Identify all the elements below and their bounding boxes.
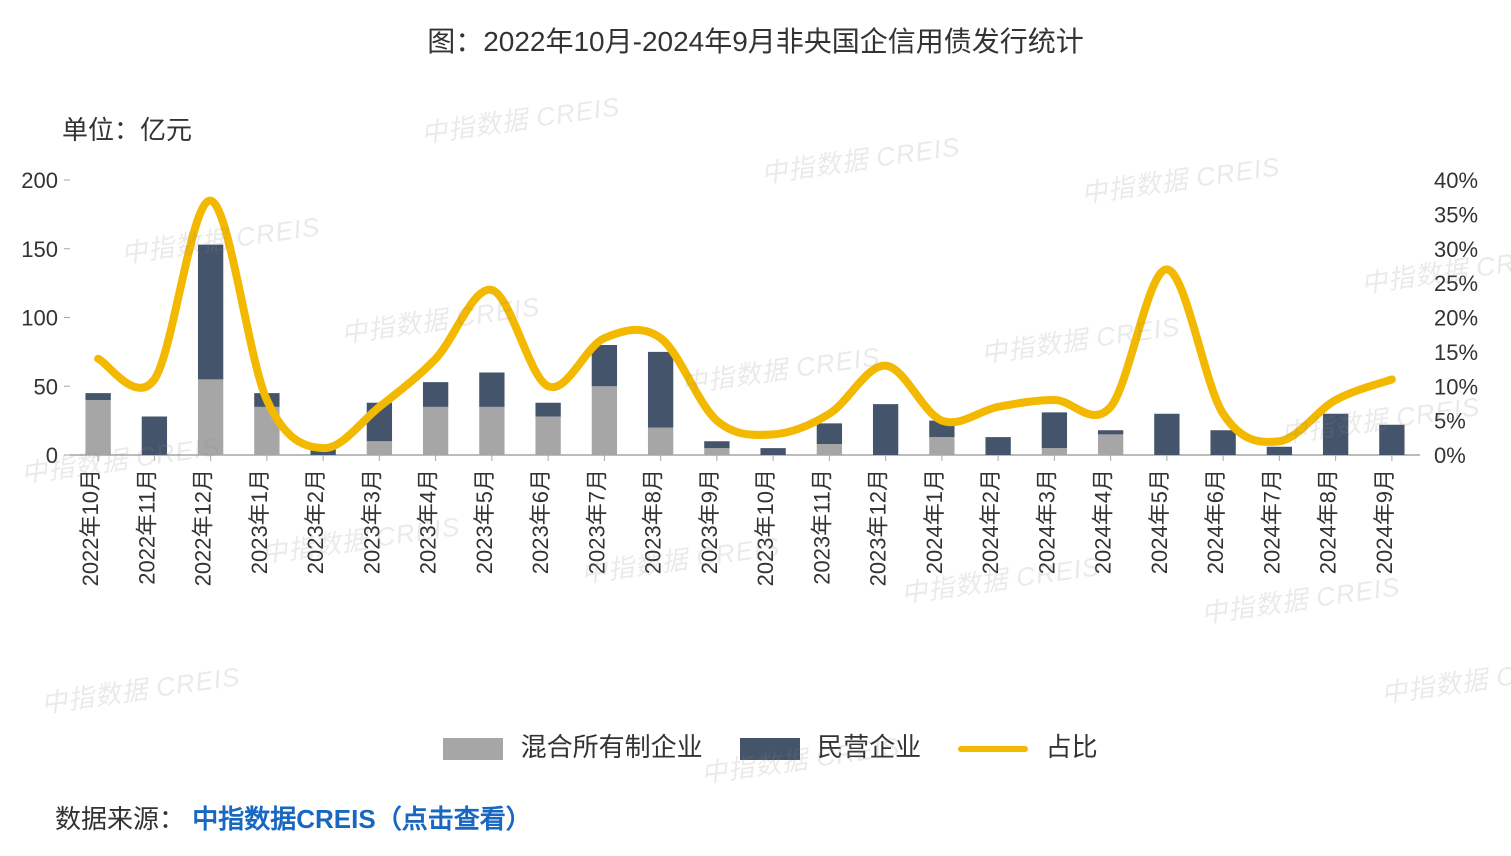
bar-mixed <box>1098 434 1123 455</box>
bar-private <box>423 382 448 407</box>
bar-private <box>198 245 223 380</box>
x-axis-label: 2023年8月 <box>641 469 666 574</box>
x-axis-label: 2023年7月 <box>584 469 609 574</box>
legend-label-ratio: 占比 <box>1046 732 1098 762</box>
svg-text:25%: 25% <box>1434 271 1478 296</box>
bar-private <box>479 373 504 407</box>
bar-private <box>1042 412 1067 448</box>
bar-private <box>985 437 1010 455</box>
bar-private <box>648 352 673 428</box>
bar-private <box>817 423 842 444</box>
x-axis-label: 2024年6月 <box>1203 469 1228 574</box>
watermark: 中指数据 CREIS <box>38 656 242 721</box>
legend-swatch-mixed <box>443 738 503 760</box>
bar-mixed <box>479 407 504 455</box>
bar-private <box>1379 425 1404 455</box>
svg-text:10%: 10% <box>1434 374 1478 399</box>
legend: 混合所有制企业 民营企业 占比 <box>0 727 1511 764</box>
chart-title: 图：2022年10月-2024年9月非央国企信用债发行统计 <box>0 0 1511 60</box>
ratio-line <box>98 201 1392 449</box>
bar-private <box>1210 430 1235 455</box>
bar-private <box>142 417 167 456</box>
x-axis-label: 2024年1月 <box>922 469 947 574</box>
x-axis-label: 2023年6月 <box>528 469 553 574</box>
x-axis-label: 2024年3月 <box>1034 469 1059 574</box>
x-axis-label: 2023年11月 <box>809 469 834 585</box>
legend-label-private: 民营企业 <box>817 732 921 762</box>
legend-swatch-ratio <box>958 746 1028 752</box>
bar-mixed <box>367 441 392 455</box>
bar-private <box>873 404 898 455</box>
svg-text:0%: 0% <box>1434 443 1466 468</box>
bar-mixed <box>423 407 448 455</box>
svg-text:150: 150 <box>21 237 58 262</box>
source-prefix: 数据来源： <box>55 804 185 834</box>
x-axis-label: 2024年2月 <box>978 469 1003 574</box>
svg-text:20%: 20% <box>1434 306 1478 331</box>
watermark: 中指数据 CREIS <box>1378 646 1511 711</box>
x-axis-label: 2024年8月 <box>1316 469 1341 574</box>
bar-private <box>85 393 110 400</box>
x-axis-label: 2024年4月 <box>1091 469 1116 574</box>
svg-text:50: 50 <box>34 374 58 399</box>
bar-private <box>1323 414 1348 455</box>
page: 图：2022年10月-2024年9月非央国企信用债发行统计 单位：亿元 0 50 1… <box>0 0 1511 856</box>
bar-mixed <box>648 428 673 456</box>
bar-mixed <box>85 400 110 455</box>
svg-text:0: 0 <box>46 443 58 468</box>
x-axis-label: 2023年5月 <box>472 469 497 574</box>
bar-private <box>760 448 785 455</box>
chart-svg: 0 50 100 150 200 0% 5% 10% 15% 20% 25% 30% 35% 40% 202… <box>0 160 1511 645</box>
bar-private <box>592 345 617 386</box>
watermark: 中指数据 CREIS <box>418 86 622 151</box>
x-axis-label: 2023年2月 <box>303 469 328 574</box>
bar-mixed <box>1042 448 1067 455</box>
x-axis-label: 2022年11月 <box>134 469 159 585</box>
legend-swatch-private <box>740 738 800 760</box>
bar-private <box>535 403 560 417</box>
x-axis-label: 2023年9月 <box>697 469 722 574</box>
bar-mixed <box>198 379 223 455</box>
bar-mixed <box>592 386 617 455</box>
svg-text:100: 100 <box>21 306 58 331</box>
bar-private <box>1267 447 1292 455</box>
svg-text:200: 200 <box>21 168 58 193</box>
x-axis-label: 2022年10月 <box>78 469 103 586</box>
data-source: 数据来源： 中指数据CREIS（点击查看） <box>55 799 532 836</box>
bar-private <box>1098 430 1123 434</box>
svg-text:30%: 30% <box>1434 237 1478 262</box>
svg-text:5%: 5% <box>1434 409 1466 434</box>
x-axis-label: 2022年12月 <box>191 469 216 586</box>
svg-text:15%: 15% <box>1434 340 1478 365</box>
bar-mixed <box>817 444 842 455</box>
bar-mixed <box>929 437 954 455</box>
svg-text:35%: 35% <box>1434 202 1478 227</box>
x-axis-label: 2023年4月 <box>416 469 441 574</box>
bar-mixed <box>535 417 560 456</box>
legend-label-mixed: 混合所有制企业 <box>521 732 703 762</box>
bar-private <box>1154 414 1179 455</box>
x-axis-label: 2023年12月 <box>866 469 891 586</box>
x-axis-label: 2024年7月 <box>1259 469 1284 574</box>
x-axis-label: 2023年3月 <box>359 469 384 574</box>
source-link[interactable]: 中指数据CREIS（点击查看） <box>192 804 531 834</box>
x-axis-label: 2023年1月 <box>247 469 272 574</box>
x-axis-label: 2024年9月 <box>1372 469 1397 574</box>
svg-text:40%: 40% <box>1434 168 1478 193</box>
bar-private <box>704 441 729 448</box>
x-axis-label: 2023年10月 <box>753 469 778 586</box>
x-axis-label: 2024年5月 <box>1147 469 1172 574</box>
bar-mixed <box>704 448 729 455</box>
unit-label: 单位：亿元 <box>62 110 192 147</box>
